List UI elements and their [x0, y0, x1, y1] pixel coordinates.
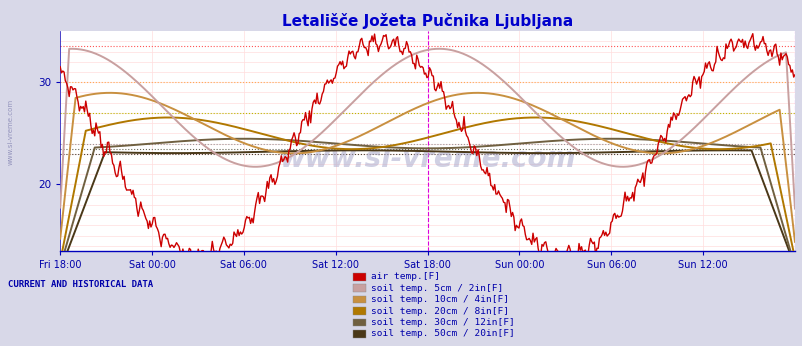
Text: www.si-vreme.com: www.si-vreme.com — [279, 145, 575, 173]
Text: air temp.[F]: air temp.[F] — [371, 272, 439, 281]
Text: www.si-vreme.com: www.si-vreme.com — [7, 98, 14, 165]
Title: Letališče Jožeta Pučnika Ljubljana: Letališče Jožeta Pučnika Ljubljana — [282, 12, 573, 29]
Text: soil temp. 10cm / 4in[F]: soil temp. 10cm / 4in[F] — [371, 295, 508, 304]
Text: soil temp. 50cm / 20in[F]: soil temp. 50cm / 20in[F] — [371, 329, 514, 338]
Text: soil temp. 5cm / 2in[F]: soil temp. 5cm / 2in[F] — [371, 284, 503, 293]
Text: soil temp. 30cm / 12in[F]: soil temp. 30cm / 12in[F] — [371, 318, 514, 327]
Text: CURRENT AND HISTORICAL DATA: CURRENT AND HISTORICAL DATA — [8, 280, 153, 289]
Text: soil temp. 20cm / 8in[F]: soil temp. 20cm / 8in[F] — [371, 307, 508, 316]
